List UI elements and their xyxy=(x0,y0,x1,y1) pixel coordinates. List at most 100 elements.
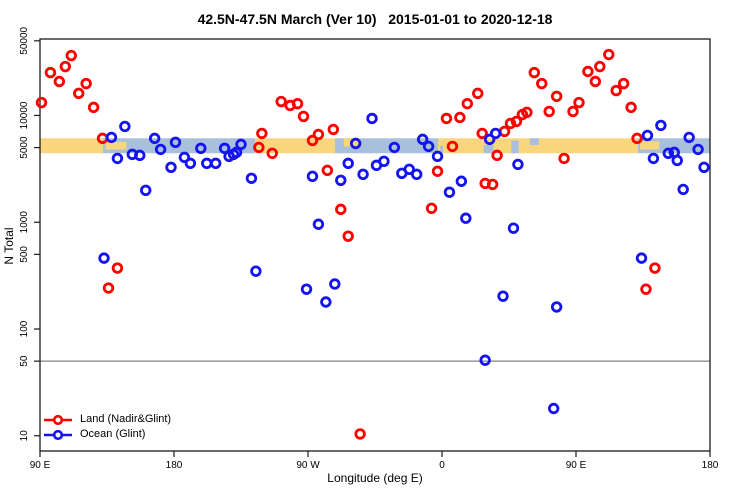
data-point-ocean xyxy=(547,402,560,415)
data-point-land xyxy=(312,128,325,141)
data-point-land xyxy=(44,66,57,79)
land-marker-icon xyxy=(44,414,72,425)
data-point-land xyxy=(521,106,533,119)
data-point-ocean xyxy=(512,158,524,171)
x-tick-label: 90 W xyxy=(296,460,320,471)
y-tick-label: 1000 xyxy=(19,211,30,234)
data-point-ocean xyxy=(698,161,710,173)
data-point-ocean xyxy=(647,152,660,165)
data-point-land xyxy=(649,262,661,274)
data-point-ocean xyxy=(443,186,456,198)
y-axis-ticks: 10 50 100 500 1000 5000 10000 50000 xyxy=(19,26,40,441)
data-point-ocean xyxy=(388,141,401,154)
data-point-ocean xyxy=(154,143,167,156)
strip-segment-land xyxy=(40,138,103,154)
x-tick-label: 0 xyxy=(439,460,445,471)
data-point-land xyxy=(440,112,453,125)
strip-detail-ocean xyxy=(529,138,539,146)
data-point-ocean xyxy=(134,149,146,162)
data-point-ocean xyxy=(230,146,243,159)
data-point-land xyxy=(550,90,563,103)
data-point-land xyxy=(253,141,265,154)
legend-label: Ocean (Glint) xyxy=(80,428,146,440)
x-tick-label: 90 E xyxy=(566,460,587,471)
strip-detail-land xyxy=(640,141,660,150)
data-point-land xyxy=(486,178,499,191)
data-point-ocean xyxy=(416,133,429,146)
x-tick-label: 180 xyxy=(702,460,719,471)
data-point-land xyxy=(266,147,278,160)
legend-label: Land (Nadir&Glint) xyxy=(80,413,172,425)
data-point-ocean xyxy=(312,218,325,230)
data-point-ocean xyxy=(342,157,354,170)
data-point-ocean xyxy=(201,157,213,170)
data-point-land xyxy=(610,84,622,97)
data-point-ocean xyxy=(335,174,347,186)
data-point-land xyxy=(256,127,268,140)
data-point-land xyxy=(53,75,66,88)
plot-box xyxy=(39,38,711,452)
data-point-ocean xyxy=(483,133,496,146)
data-point-land xyxy=(275,95,287,108)
data-point-land xyxy=(498,125,511,138)
series-ocean xyxy=(98,112,710,415)
data-point-land xyxy=(446,140,459,153)
data-point-ocean xyxy=(422,140,435,153)
data-point-land xyxy=(504,117,517,130)
data-point-land xyxy=(589,75,602,88)
data-point-ocean xyxy=(455,175,468,187)
data-point-ocean xyxy=(184,157,197,170)
data-point-ocean xyxy=(245,172,258,184)
data-point-ocean xyxy=(378,155,390,168)
data-point-land xyxy=(111,262,124,274)
legend: Land (Nadir&Glint) Ocean (Glint) xyxy=(43,412,171,442)
data-point-land xyxy=(603,48,615,61)
strip-detail-land xyxy=(105,142,127,150)
data-point-ocean xyxy=(140,184,152,197)
data-point-ocean xyxy=(497,290,509,302)
data-point-land xyxy=(291,97,304,110)
x-axis-label: Longitude (deg E) xyxy=(327,471,423,485)
data-point-ocean xyxy=(105,131,118,144)
data-point-ocean xyxy=(460,212,472,224)
data-point-ocean xyxy=(111,152,124,165)
data-point-ocean xyxy=(550,301,563,313)
data-point-land xyxy=(567,105,579,118)
data-point-land xyxy=(297,110,310,123)
data-point-ocean xyxy=(98,252,110,264)
chart-title: 42.5N-47.5N March (Ver 10) 2015-01-01 to… xyxy=(197,11,553,27)
data-point-land xyxy=(476,127,488,140)
data-point-ocean xyxy=(489,127,502,140)
y-tick-label: 10000 xyxy=(19,101,30,129)
ocean-marker-icon xyxy=(44,429,72,440)
data-point-land xyxy=(528,66,541,79)
data-point-land xyxy=(431,165,444,177)
data-point-ocean xyxy=(329,278,341,290)
data-point-land xyxy=(327,123,340,136)
strip-detail-ocean xyxy=(483,145,494,154)
data-point-land xyxy=(594,60,606,73)
data-point-land xyxy=(342,230,354,242)
data-point-ocean xyxy=(218,142,231,155)
data-point-ocean xyxy=(349,137,362,150)
data-point-ocean xyxy=(683,131,695,144)
data-point-ocean xyxy=(671,154,683,167)
data-point-land xyxy=(625,101,637,114)
data-point-land xyxy=(558,152,570,165)
legend-item-land: Land (Nadir&Glint) xyxy=(43,412,171,427)
data-point-ocean xyxy=(148,132,161,145)
data-point-ocean xyxy=(320,296,332,308)
strip-detail-ocean xyxy=(511,140,519,154)
data-point-ocean xyxy=(165,161,177,173)
data-point-ocean xyxy=(169,136,182,149)
data-point-ocean xyxy=(677,183,689,196)
data-point-ocean xyxy=(692,143,704,156)
data-point-ocean xyxy=(209,157,222,170)
y-tick-label: 50 xyxy=(19,355,30,367)
data-point-land xyxy=(454,111,466,124)
data-point-ocean xyxy=(357,168,369,181)
data-point-ocean xyxy=(655,119,667,132)
data-point-land xyxy=(306,134,319,147)
data-point-ocean xyxy=(479,354,491,366)
